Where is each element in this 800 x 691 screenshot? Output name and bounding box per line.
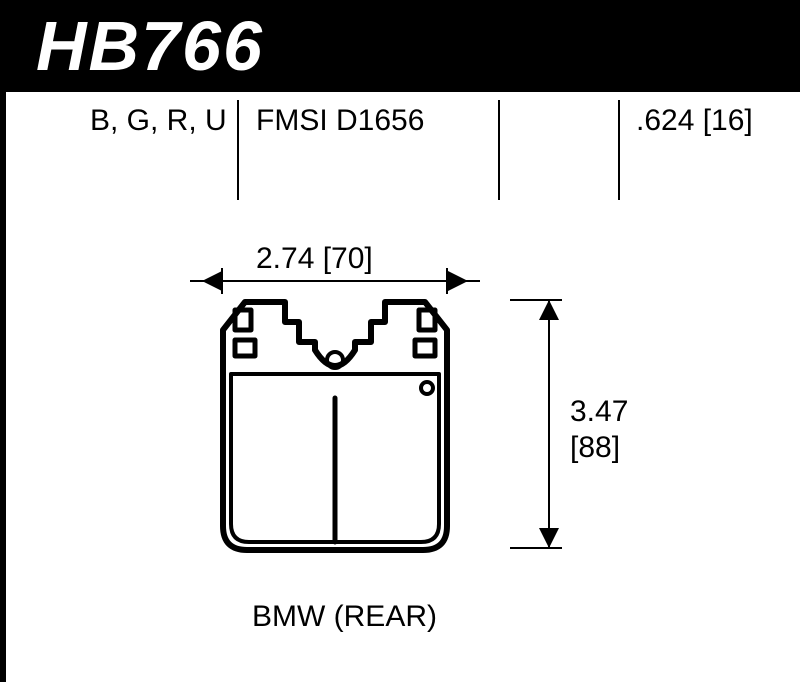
brake-pad-outline [195, 298, 475, 558]
arrow-right-icon [202, 271, 222, 291]
arrow-up-icon [539, 300, 559, 320]
width-dimension-label: 2.74 [70] [256, 242, 373, 276]
spec-sheet: HB766 B, G, R, U FMSI D1656 .624 [16] 2.… [0, 0, 800, 691]
arrow-down-icon [539, 528, 559, 548]
separator-2 [498, 100, 500, 200]
info-row: B, G, R, U FMSI D1656 .624 [16] [0, 104, 800, 146]
height-dimension-label: 3.47 [88] [570, 394, 628, 466]
width-dim-line-right [400, 280, 480, 282]
separator-3 [618, 100, 620, 200]
thickness-value: .624 [16] [636, 104, 753, 138]
compounds-list: B, G, R, U [90, 104, 227, 138]
left-border [0, 92, 6, 682]
height-in: 3.47 [570, 394, 628, 430]
height-dim-line [548, 300, 550, 548]
separator-1 [237, 100, 239, 200]
part-number-title: HB766 [36, 6, 264, 86]
arrow-left-icon [448, 271, 468, 291]
fmsi-code: FMSI D1656 [256, 104, 424, 138]
header-bar: HB766 [0, 0, 800, 92]
height-mm: [88] [570, 430, 628, 466]
application-label: BMW (REAR) [252, 600, 437, 634]
